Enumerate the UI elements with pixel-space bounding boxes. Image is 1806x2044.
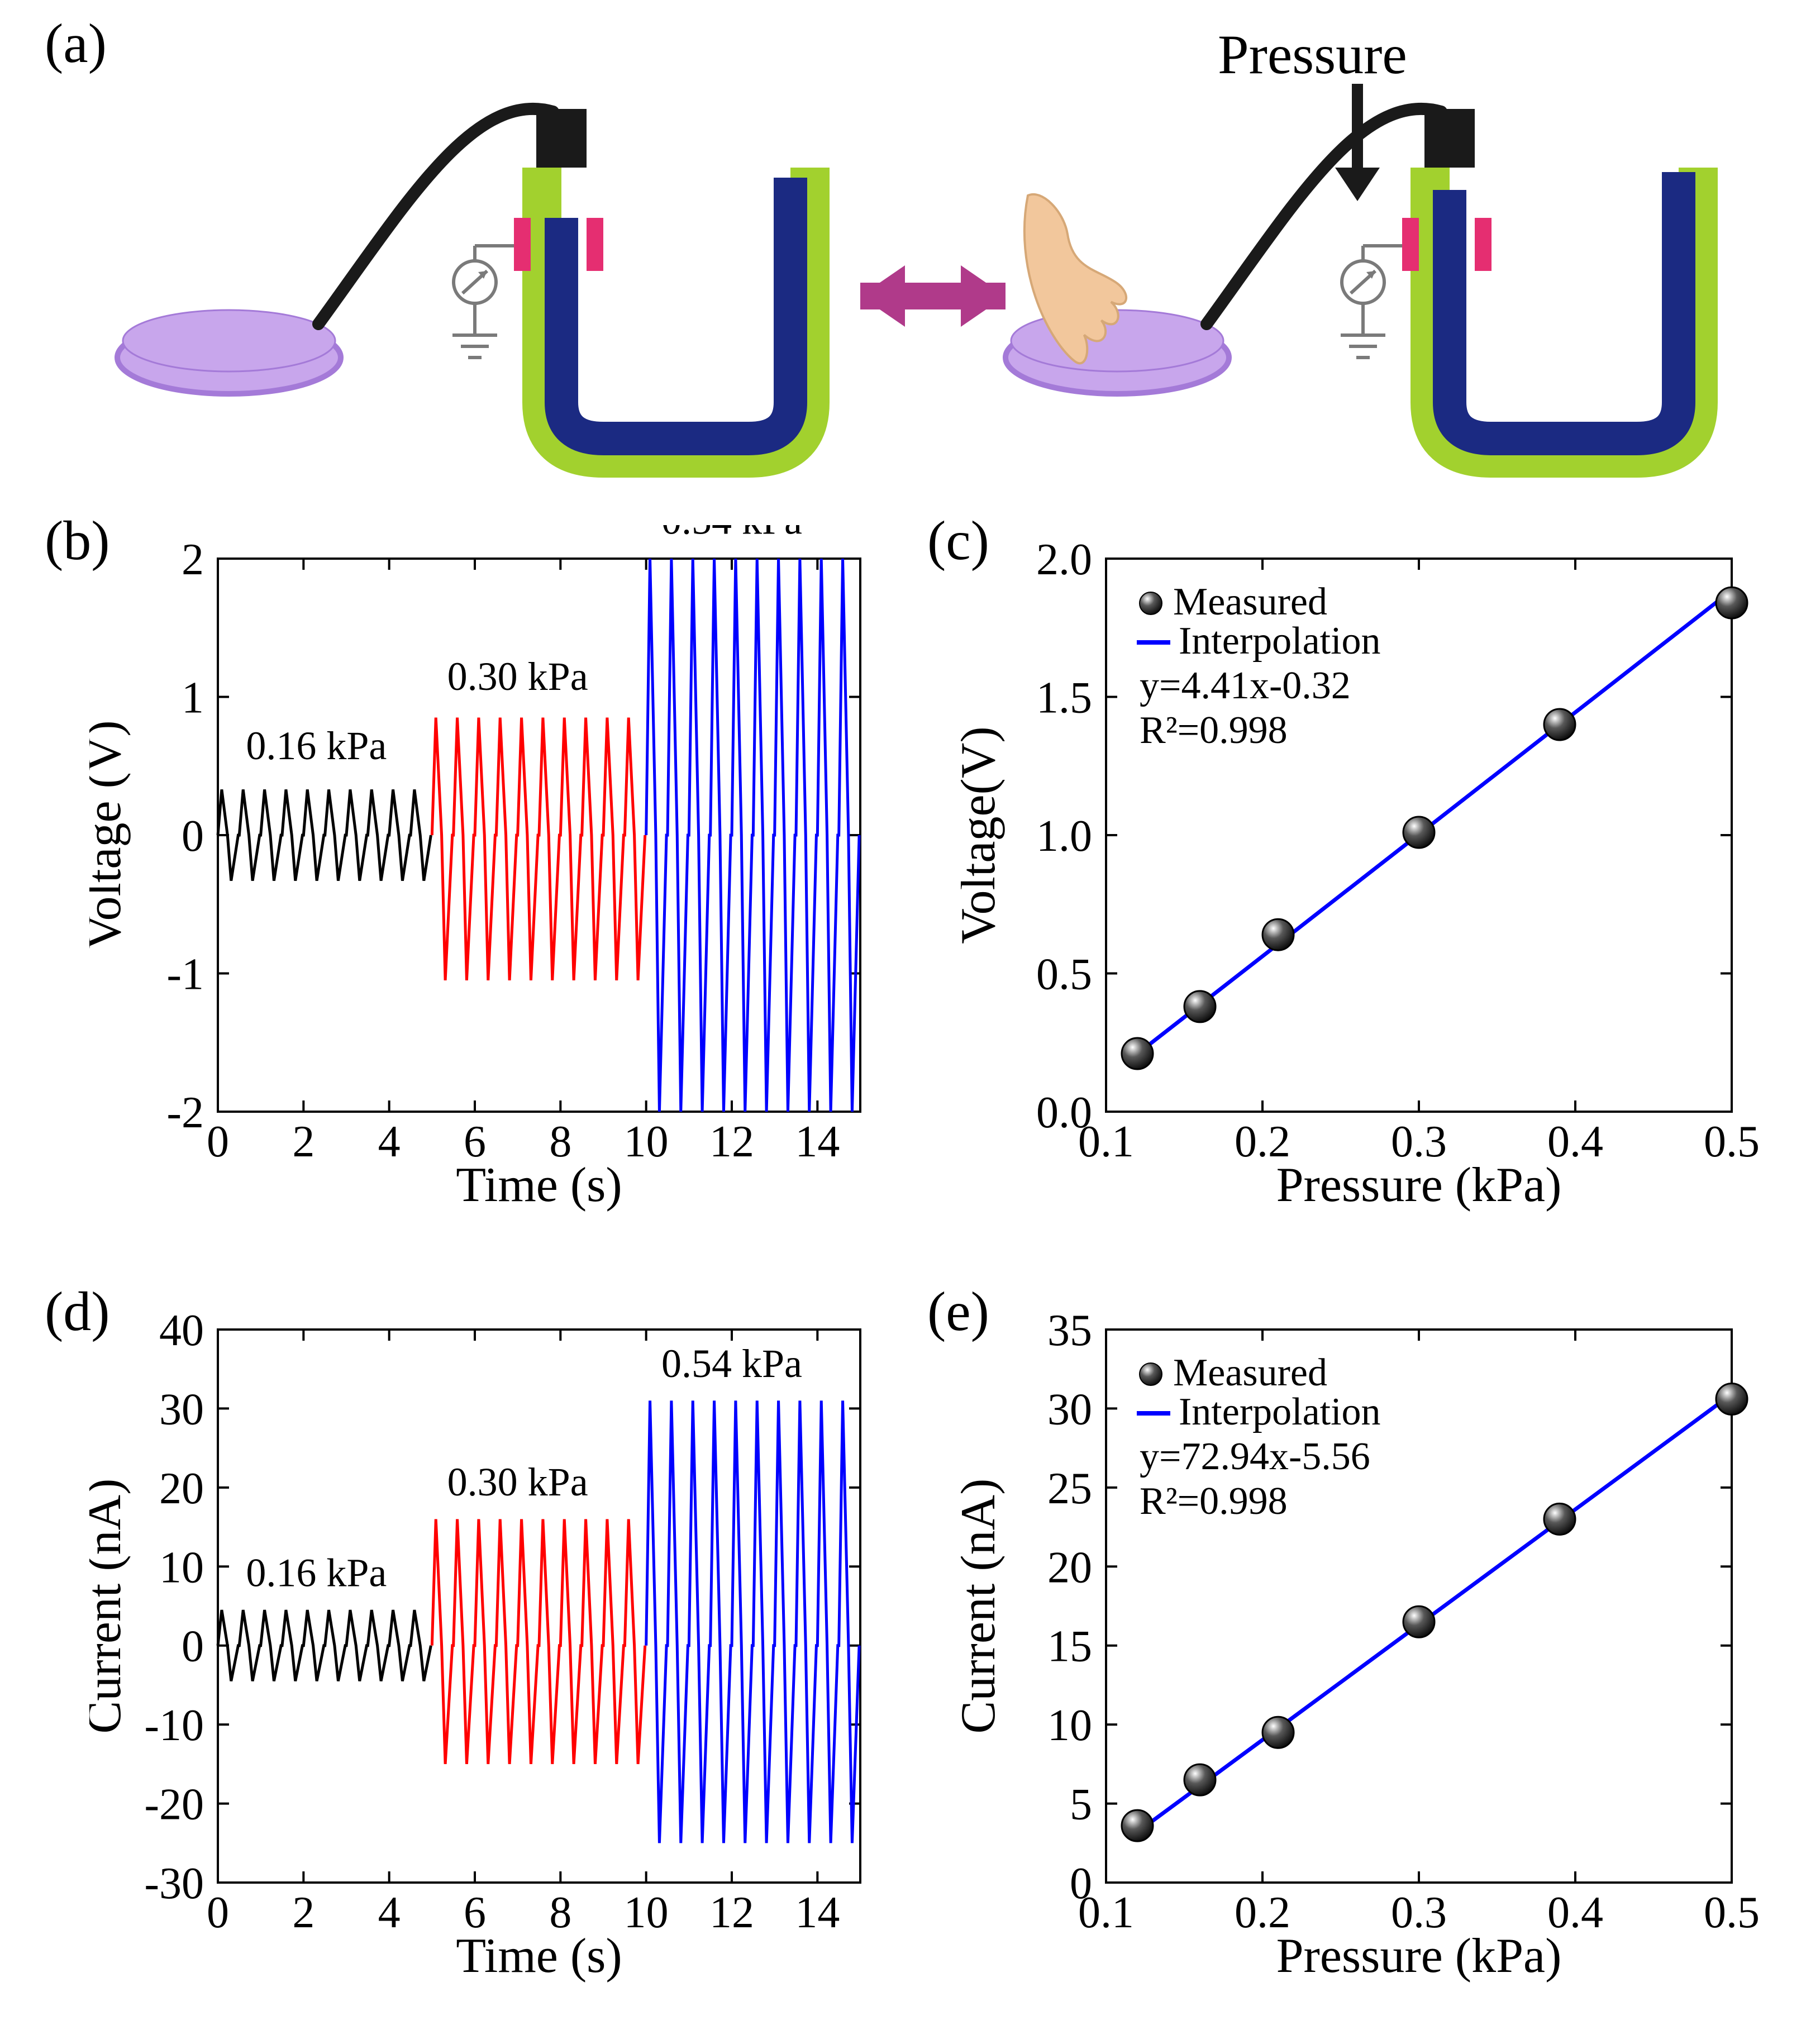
svg-text:Interpolation: Interpolation [1179, 1390, 1381, 1433]
svg-text:0.16 kPa: 0.16 kPa [246, 1551, 387, 1595]
svg-text:2: 2 [292, 1888, 314, 1937]
svg-text:0.5: 0.5 [1704, 1117, 1760, 1166]
svg-text:0: 0 [207, 1888, 229, 1937]
svg-text:y=72.94x-5.56: y=72.94x-5.56 [1140, 1435, 1370, 1478]
svg-text:0.30 kPa: 0.30 kPa [447, 654, 588, 699]
svg-text:30: 30 [159, 1385, 204, 1434]
svg-text:Voltage(V): Voltage(V) [961, 726, 1006, 944]
svg-text:0: 0 [182, 1622, 204, 1671]
svg-text:-10: -10 [144, 1701, 204, 1750]
svg-text:0.0: 0.0 [1036, 1088, 1092, 1137]
svg-text:35: 35 [1047, 1306, 1092, 1355]
svg-text:10: 10 [159, 1543, 204, 1592]
svg-text:12: 12 [709, 1117, 754, 1166]
panel-d-current-time: 02468101214-30-20-10010203040Time (s)Cur… [89, 1296, 894, 1994]
svg-text:Measured: Measured [1173, 580, 1327, 623]
figure-page: (a) (b) (c) (d) (e) Pressure 02468101214… [0, 0, 1806, 2044]
svg-text:Voltage (V): Voltage (V) [89, 720, 131, 950]
svg-text:2: 2 [182, 535, 204, 584]
svg-text:20: 20 [1047, 1543, 1092, 1592]
svg-text:20: 20 [159, 1464, 204, 1513]
svg-text:10: 10 [1047, 1701, 1092, 1750]
svg-text:0: 0 [182, 812, 204, 861]
svg-text:0.30 kPa: 0.30 kPa [447, 1460, 588, 1504]
svg-text:-2: -2 [166, 1088, 204, 1137]
svg-text:0: 0 [1070, 1859, 1092, 1908]
svg-text:1: 1 [182, 674, 204, 723]
svg-text:Current (nA): Current (nA) [961, 1479, 1006, 1734]
svg-text:0: 0 [207, 1117, 229, 1166]
svg-text:Current (nA): Current (nA) [89, 1479, 131, 1734]
svg-text:0.5: 0.5 [1704, 1888, 1760, 1937]
svg-text:1.5: 1.5 [1036, 674, 1092, 723]
panel-a-schematic [45, 0, 1761, 486]
svg-text:4: 4 [378, 1117, 401, 1166]
svg-text:0.54 kPa: 0.54 kPa [661, 525, 802, 542]
panel-b-voltage-time: 02468101214-2-1012Time (s)Voltage (V)0.1… [89, 525, 894, 1223]
svg-text:-1: -1 [166, 950, 204, 999]
panel-c-voltage-pressure: 0.10.20.30.40.50.00.51.01.52.0Pressure (… [961, 525, 1765, 1223]
svg-text:2: 2 [292, 1117, 314, 1166]
svg-text:Measured: Measured [1173, 1351, 1327, 1394]
svg-text:y=4.41x-0.32: y=4.41x-0.32 [1140, 664, 1351, 707]
svg-text:10: 10 [624, 1888, 669, 1937]
svg-text:R²=0.998: R²=0.998 [1140, 709, 1288, 752]
svg-text:0.54 kPa: 0.54 kPa [661, 1341, 802, 1386]
svg-text:25: 25 [1047, 1464, 1092, 1513]
svg-text:Interpolation: Interpolation [1179, 620, 1381, 663]
svg-text:-30: -30 [144, 1859, 204, 1908]
svg-text:14: 14 [795, 1888, 840, 1937]
svg-text:2.0: 2.0 [1036, 535, 1092, 584]
svg-text:0.5: 0.5 [1036, 950, 1092, 999]
svg-text:4: 4 [378, 1888, 401, 1937]
svg-text:14: 14 [795, 1117, 840, 1166]
svg-text:40: 40 [159, 1306, 204, 1355]
svg-text:10: 10 [624, 1117, 669, 1166]
svg-text:15: 15 [1047, 1622, 1092, 1671]
svg-text:12: 12 [709, 1888, 754, 1937]
svg-text:30: 30 [1047, 1385, 1092, 1434]
panel-e-current-pressure: 0.10.20.30.40.505101520253035Pressure (k… [961, 1296, 1765, 1994]
svg-text:Time (s): Time (s) [456, 1158, 622, 1212]
svg-text:Pressure (kPa): Pressure (kPa) [1276, 1158, 1562, 1212]
svg-text:R²=0.998: R²=0.998 [1140, 1480, 1288, 1523]
svg-text:Time (s): Time (s) [456, 1929, 622, 1983]
svg-text:-20: -20 [144, 1780, 204, 1829]
svg-text:5: 5 [1070, 1780, 1092, 1829]
svg-text:1.0: 1.0 [1036, 812, 1092, 861]
svg-text:Pressure (kPa): Pressure (kPa) [1276, 1929, 1562, 1983]
svg-text:0.16 kPa: 0.16 kPa [246, 723, 387, 768]
